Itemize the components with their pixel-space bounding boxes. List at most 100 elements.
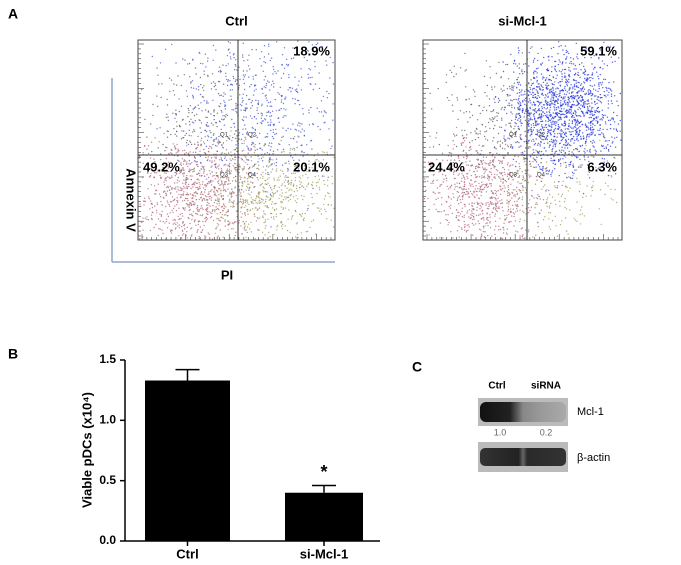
event-dot: [480, 191, 482, 193]
event-dot: [234, 187, 236, 189]
event-dot: [260, 51, 263, 53]
event-dot: [558, 59, 560, 61]
event-dot: [227, 214, 229, 217]
event-dot: [213, 194, 215, 196]
event-dot: [512, 146, 514, 148]
event-dot: [189, 151, 191, 153]
event-dot: [513, 128, 515, 130]
event-dot: [591, 63, 593, 65]
event-dot: [231, 191, 233, 194]
event-dot: [212, 99, 214, 102]
event-dot: [554, 144, 557, 146]
event-dot: [321, 46, 323, 48]
event-dot: [577, 74, 580, 77]
event-dot: [469, 190, 472, 193]
event-dot: [242, 169, 244, 171]
event-dot: [266, 191, 269, 193]
event-dot: [456, 167, 458, 169]
event-dot: [332, 103, 334, 105]
event-dot: [541, 62, 544, 64]
event-dot: [572, 86, 574, 88]
event-dot: [565, 139, 567, 142]
event-dot: [181, 169, 183, 171]
event-dot: [494, 86, 496, 88]
event-dot: [532, 129, 535, 131]
event-dot: [493, 167, 495, 169]
event-dot: [577, 71, 579, 74]
event-dot: [489, 222, 491, 224]
event-dot: [247, 183, 249, 185]
event-dot: [560, 108, 563, 110]
event-dot: [230, 98, 233, 101]
event-dot: [582, 90, 585, 93]
event-dot: [528, 51, 530, 54]
event-dot: [514, 125, 516, 128]
event-dot: [292, 47, 294, 49]
event-dot: [617, 123, 620, 125]
event-dot: [577, 94, 579, 97]
event-dot: [563, 116, 565, 119]
event-dot: [528, 82, 530, 84]
event-dot: [539, 141, 542, 143]
event-dot: [491, 179, 493, 181]
event-dot: [610, 175, 612, 177]
event-dot: [571, 98, 573, 100]
event-dot: [295, 201, 298, 204]
event-dot: [160, 200, 162, 203]
event-dot: [199, 150, 201, 152]
event-dot: [549, 228, 552, 230]
event-dot: [286, 187, 288, 189]
event-dot: [564, 99, 566, 102]
event-dot: [564, 147, 566, 149]
event-dot: [509, 88, 511, 90]
event-dot: [530, 165, 532, 167]
event-dot: [269, 193, 272, 195]
event-dot: [562, 158, 564, 160]
event-dot: [165, 180, 167, 182]
event-dot: [461, 210, 463, 213]
event-dot: [214, 199, 216, 201]
event-dot: [213, 138, 215, 141]
event-dot: [552, 92, 554, 94]
event-dot: [525, 157, 527, 160]
event-dot: [306, 144, 308, 146]
event-dot: [291, 87, 294, 90]
event-dot: [601, 96, 603, 99]
event-dot: [214, 166, 217, 169]
event-dot: [499, 188, 502, 190]
event-dot: [599, 97, 602, 99]
event-dot: [200, 175, 203, 177]
event-dot: [607, 107, 609, 109]
event-dot: [437, 192, 440, 194]
event-dot: [564, 89, 567, 91]
event-dot: [518, 170, 520, 172]
event-dot: [150, 172, 152, 175]
event-dot: [206, 60, 209, 62]
event-dot: [231, 180, 234, 182]
event-dot: [235, 147, 238, 149]
event-dot: [203, 198, 206, 200]
event-dot: [154, 166, 157, 168]
event-dot: [307, 73, 309, 76]
event-dot: [441, 152, 444, 155]
event-dot: [537, 144, 539, 146]
event-dot: [330, 219, 332, 221]
event-dot: [227, 183, 229, 185]
event-dot: [247, 152, 249, 154]
event-dot: [466, 176, 468, 178]
event-dot: [523, 112, 526, 115]
event-dot: [589, 80, 591, 82]
event-dot: [261, 105, 263, 107]
event-dot: [533, 87, 535, 90]
event-dot: [454, 177, 456, 180]
event-dot: [174, 219, 176, 222]
event-dot: [564, 123, 567, 126]
event-dot: [248, 54, 250, 56]
event-dot: [178, 224, 181, 226]
event-dot: [223, 205, 226, 207]
event-dot: [504, 219, 506, 221]
event-dot: [280, 202, 282, 204]
event-dot: [277, 177, 280, 179]
event-dot: [473, 192, 475, 194]
event-dot: [533, 115, 535, 118]
